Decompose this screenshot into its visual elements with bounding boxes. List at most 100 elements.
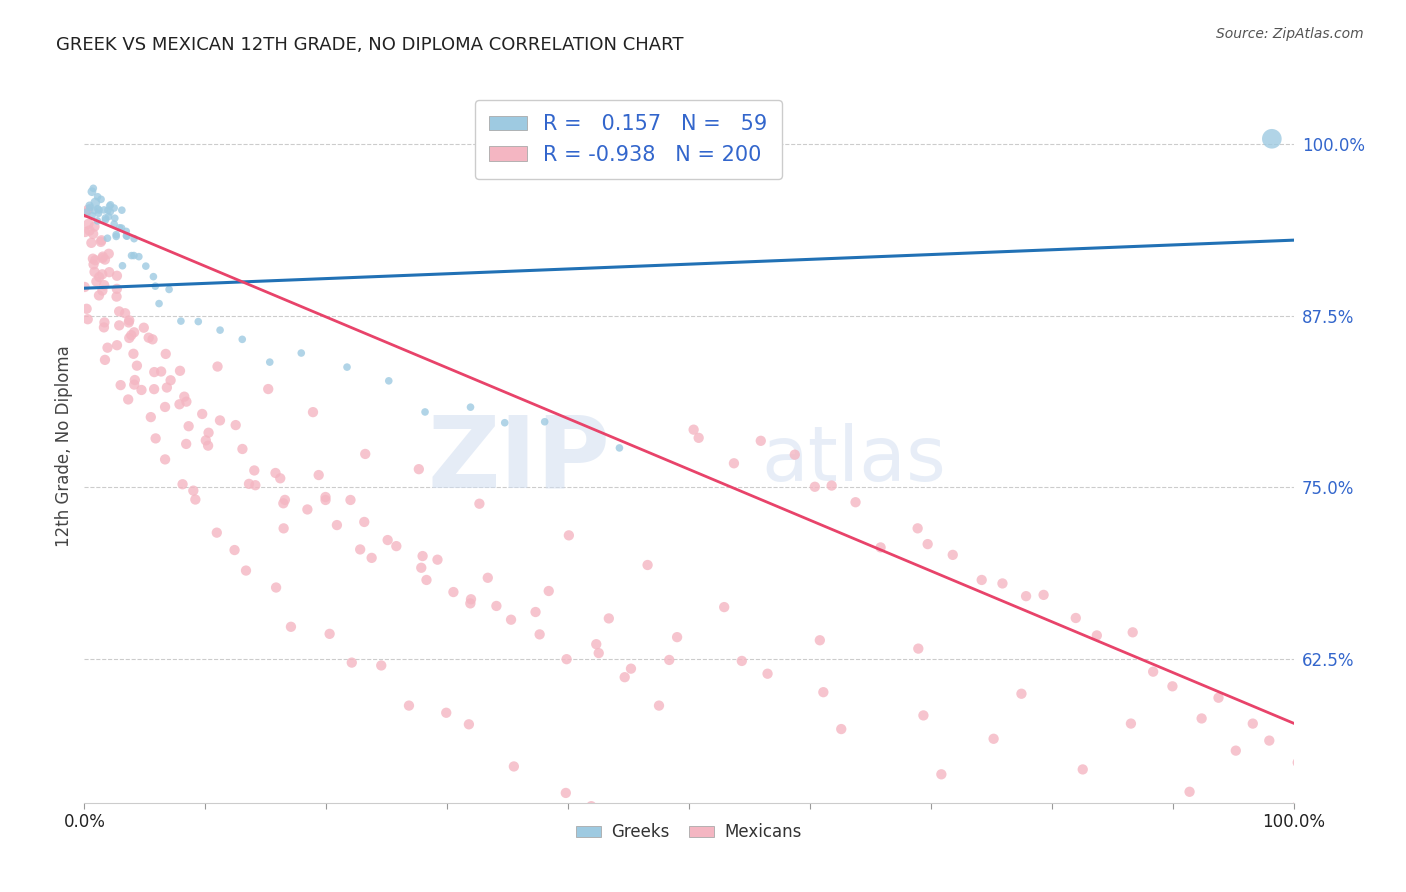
Point [688,431,710,445]
Point [1241,716,1264,731]
Point [132,320,155,334]
Point [84,195,107,210]
Point [931,767,953,781]
Point [87,202,110,217]
Point [115,224,138,238]
Point [502,759,524,773]
Point [90,235,112,249]
Point [155,347,177,361]
Point [111,203,134,218]
Point [94,213,117,227]
Point [124,373,146,387]
Point [1064,611,1087,625]
Point [98,265,121,279]
Point [245,478,267,492]
Point [1191,711,1213,725]
Point [412,549,434,563]
Point [142,269,165,284]
Point [1161,679,1184,693]
Point [108,304,131,318]
Point [108,318,131,333]
Point [83,203,105,218]
Point [259,355,281,369]
Point [426,552,449,566]
Point [269,471,291,485]
Point [588,646,610,660]
Point [264,581,287,595]
Point [125,359,148,373]
Point [159,373,181,387]
Point [340,656,363,670]
Point [1032,588,1054,602]
Point [280,620,302,634]
Point [153,400,176,414]
Point [808,633,831,648]
Point [120,328,142,343]
Point [128,250,150,264]
Point [117,392,139,407]
Point [73,280,96,294]
Point [69,203,91,218]
Point [1015,589,1038,603]
Point [184,492,207,507]
Point [172,477,194,491]
Point [731,654,754,668]
Point [231,442,253,456]
Point [91,250,114,264]
Point [93,320,115,334]
Point [813,685,835,699]
Point [105,290,128,304]
Point [991,576,1014,591]
Point [460,596,482,610]
Point [177,419,200,434]
Point [1261,132,1284,146]
Point [115,228,138,243]
Point [93,278,115,293]
Point [869,541,891,555]
Point [150,364,173,378]
Point [98,199,121,213]
Point [339,492,361,507]
Point [169,397,191,411]
Point [93,315,115,329]
Point [613,670,636,684]
Text: GREEK VS MEXICAN 12TH GRADE, NO DIPLOMA CORRELATION CHART: GREEK VS MEXICAN 12TH GRADE, NO DIPLOMA … [56,36,683,54]
Point [377,533,399,547]
Point [139,410,162,425]
Point [1208,690,1230,705]
Point [1010,687,1032,701]
Point [533,415,555,429]
Point [360,550,382,565]
Point [354,447,377,461]
Point [86,190,108,204]
Point [80,185,103,199]
Point [122,232,145,246]
Point [75,225,97,239]
Point [83,219,105,234]
Point [749,434,772,448]
Point [912,708,935,723]
Point [1251,869,1274,883]
Point [118,331,141,345]
Point [75,205,97,219]
Point [598,611,620,625]
Point [207,359,229,374]
Point [170,314,193,328]
Point [208,413,231,427]
Point [80,235,103,250]
Point [243,463,266,477]
Point [273,496,295,510]
Point [353,515,375,529]
Point [173,390,195,404]
Point [153,452,176,467]
Point [554,786,576,800]
Point [257,382,280,396]
Point [297,502,319,516]
Point [273,521,295,535]
Point [121,249,143,263]
Point [460,400,482,414]
Point [143,279,166,293]
Point [756,666,779,681]
Point [114,306,136,320]
Point [1085,628,1108,642]
